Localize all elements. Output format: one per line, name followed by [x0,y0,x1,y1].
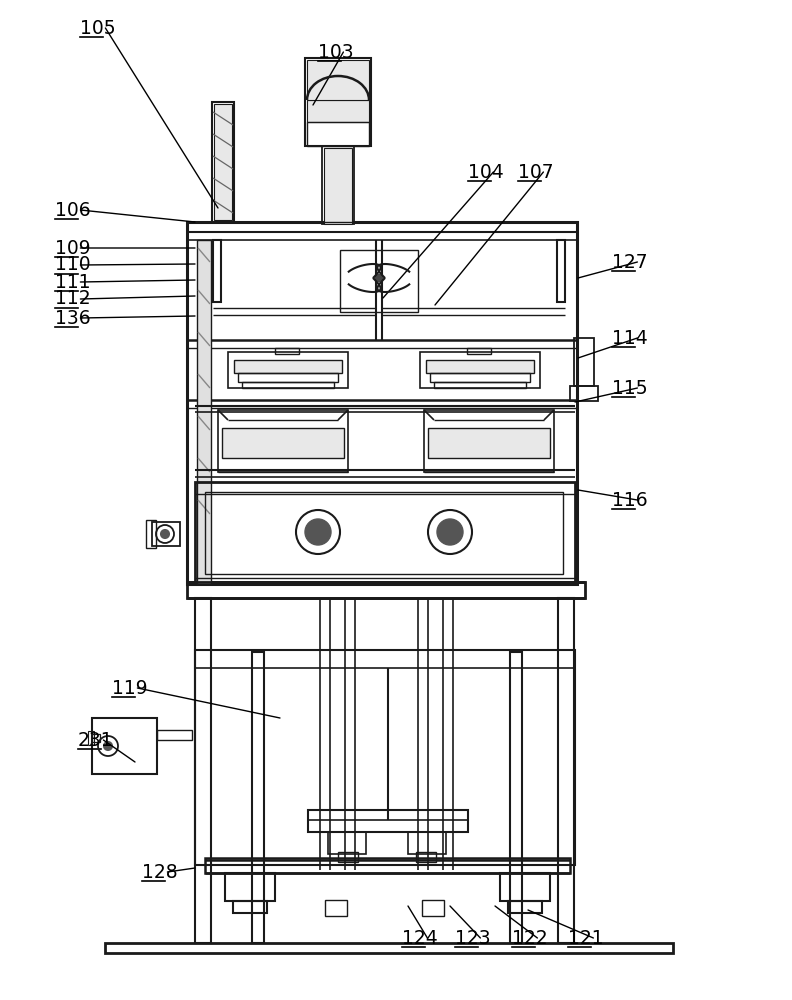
Bar [195,650,575,865]
Bar [195,598,211,943]
Bar [242,382,334,388]
Bar [233,901,267,913]
Text: 111: 111 [55,272,90,292]
Circle shape [305,519,331,545]
Bar [187,222,577,584]
Bar [308,810,468,832]
Bar [420,352,540,388]
Bar [467,348,491,354]
Text: 231: 231 [78,730,113,750]
Text: 124: 124 [402,928,438,948]
Bar [500,873,550,901]
Text: 107: 107 [518,162,554,182]
Text: 121: 121 [568,928,604,948]
Text: 105: 105 [80,18,116,37]
Bar [338,852,358,862]
Text: 112: 112 [55,290,90,308]
Bar [307,100,369,122]
Bar [275,348,299,354]
Bar [213,240,221,302]
Text: 116: 116 [612,490,648,510]
Bar [88,731,94,745]
Bar [187,582,585,598]
Text: 106: 106 [55,200,90,220]
Bar [510,652,522,943]
Bar [197,240,211,584]
Text: 127: 127 [612,252,648,271]
Bar [205,858,570,873]
Bar [426,360,534,373]
Bar [430,373,530,382]
Circle shape [376,275,382,281]
Bar [328,832,366,854]
Text: 136: 136 [55,308,90,328]
Text: 128: 128 [142,862,177,882]
Bar [340,250,418,312]
Bar [105,943,673,953]
Bar [205,492,563,574]
Bar [408,832,446,854]
Text: 119: 119 [112,678,147,698]
Bar [152,522,180,546]
Bar [212,102,234,222]
Bar [228,352,348,388]
Bar [234,360,342,373]
Bar [252,652,264,943]
Bar [325,900,347,916]
Bar [416,852,436,862]
Bar [324,148,352,224]
Text: 110: 110 [55,255,90,274]
Bar [157,730,192,740]
Text: 109: 109 [55,238,90,257]
Bar [574,338,594,386]
Bar [422,900,444,916]
Bar [214,104,232,220]
Text: 122: 122 [512,928,547,948]
Bar [428,428,550,458]
Bar [225,873,275,901]
Bar [146,520,156,548]
Bar [307,60,369,100]
Bar [424,410,554,472]
Bar [222,428,344,458]
Bar [92,718,157,774]
Circle shape [104,742,112,750]
Bar [307,122,369,146]
Text: 123: 123 [455,928,490,948]
Bar [218,410,348,472]
Circle shape [437,519,463,545]
Text: 104: 104 [468,162,504,182]
Bar [238,373,338,382]
Circle shape [161,530,169,538]
Bar [570,386,598,401]
Bar [558,598,574,943]
Bar [195,482,575,582]
Bar [508,901,542,913]
Text: 114: 114 [612,328,648,348]
Bar [92,734,100,742]
Bar [305,58,371,146]
Text: 103: 103 [318,42,353,62]
Bar [434,382,526,388]
Bar [322,146,354,224]
Bar [557,240,565,302]
Text: 115: 115 [612,378,648,397]
